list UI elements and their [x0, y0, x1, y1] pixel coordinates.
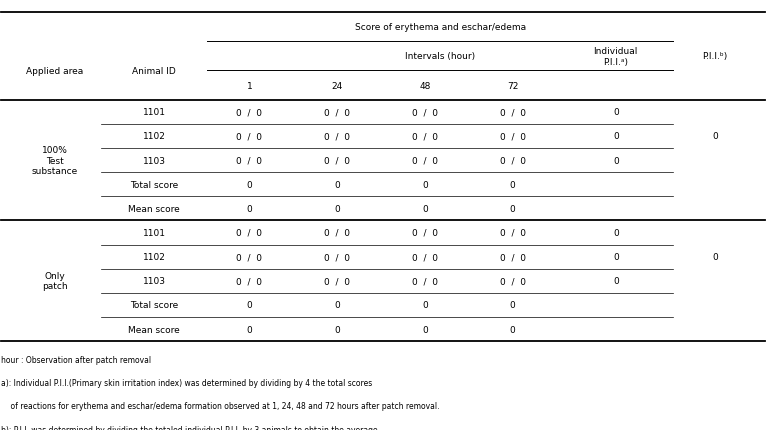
Text: 0  /  0: 0 / 0 — [237, 228, 263, 237]
Text: Applied area: Applied area — [26, 67, 83, 76]
Text: Only
patch: Only patch — [42, 271, 67, 291]
Text: Individual
P.I.I.ᵃ): Individual P.I.I.ᵃ) — [594, 47, 638, 66]
Text: 48: 48 — [419, 81, 430, 90]
Text: 0: 0 — [613, 276, 619, 286]
Text: 0  /  0: 0 / 0 — [237, 156, 263, 165]
Text: 0  /  0: 0 / 0 — [324, 228, 350, 237]
Text: 0  /  0: 0 / 0 — [324, 156, 350, 165]
Text: 0  /  0: 0 / 0 — [324, 132, 350, 141]
Text: b): P.I.I. was determined by dividing the totaled individual P.I.I. by 3 animals: b): P.I.I. was determined by dividing th… — [2, 425, 381, 430]
Text: 0: 0 — [334, 180, 340, 189]
Text: 0: 0 — [422, 301, 428, 310]
Text: 0: 0 — [613, 228, 619, 237]
Text: 1101: 1101 — [142, 108, 165, 117]
Text: Score of erythema and eschar/edema: Score of erythema and eschar/edema — [355, 23, 525, 32]
Text: 0: 0 — [247, 325, 252, 334]
Text: 0  /  0: 0 / 0 — [237, 108, 263, 117]
Text: 0: 0 — [712, 132, 718, 141]
Text: 0: 0 — [247, 301, 252, 310]
Text: hour : Observation after patch removal: hour : Observation after patch removal — [2, 355, 152, 364]
Text: 0  /  0: 0 / 0 — [412, 252, 438, 261]
Text: 0  /  0: 0 / 0 — [499, 228, 525, 237]
Text: Animal ID: Animal ID — [133, 67, 176, 76]
Text: Mean score: Mean score — [128, 325, 180, 334]
Text: 0  /  0: 0 / 0 — [499, 276, 525, 286]
Text: 0: 0 — [422, 325, 428, 334]
Text: 24: 24 — [332, 81, 343, 90]
Text: 1102: 1102 — [142, 132, 165, 141]
Text: 0: 0 — [613, 108, 619, 117]
Text: 1: 1 — [247, 81, 252, 90]
Text: 0  /  0: 0 / 0 — [324, 276, 350, 286]
Text: 0  /  0: 0 / 0 — [412, 132, 438, 141]
Text: of reactions for erythema and eschar/edema formation observed at 1, 24, 48 and 7: of reactions for erythema and eschar/ede… — [2, 402, 440, 411]
Text: 0: 0 — [510, 204, 516, 213]
Text: 0  /  0: 0 / 0 — [412, 276, 438, 286]
Text: 0: 0 — [422, 180, 428, 189]
Text: 0: 0 — [712, 252, 718, 261]
Text: a): Individual P.I.I.(Primary skin irritation index) was determined by dividing : a): Individual P.I.I.(Primary skin irrit… — [2, 378, 372, 387]
Text: Total score: Total score — [130, 180, 178, 189]
Text: 100%
Test
substance: 100% Test substance — [31, 146, 78, 175]
Text: 0: 0 — [510, 301, 516, 310]
Text: Intervals (hour): Intervals (hour) — [405, 52, 476, 61]
Text: P.I.I.ᵇ): P.I.I.ᵇ) — [702, 52, 728, 61]
Text: 0  /  0: 0 / 0 — [237, 132, 263, 141]
Text: 0  /  0: 0 / 0 — [499, 132, 525, 141]
Text: 1101: 1101 — [142, 228, 165, 237]
Text: Total score: Total score — [130, 301, 178, 310]
Text: 0: 0 — [613, 132, 619, 141]
Text: 0  /  0: 0 / 0 — [499, 252, 525, 261]
Text: 0  /  0: 0 / 0 — [499, 156, 525, 165]
Text: 1103: 1103 — [142, 156, 165, 165]
Text: 0  /  0: 0 / 0 — [324, 252, 350, 261]
Text: 0: 0 — [334, 325, 340, 334]
Text: 0: 0 — [247, 204, 252, 213]
Text: 0: 0 — [422, 204, 428, 213]
Text: 0: 0 — [510, 180, 516, 189]
Text: 72: 72 — [507, 81, 519, 90]
Text: 0  /  0: 0 / 0 — [412, 156, 438, 165]
Text: 0: 0 — [613, 252, 619, 261]
Text: Mean score: Mean score — [128, 204, 180, 213]
Text: 0: 0 — [613, 156, 619, 165]
Text: 0: 0 — [334, 301, 340, 310]
Text: 0  /  0: 0 / 0 — [412, 228, 438, 237]
Text: 0  /  0: 0 / 0 — [237, 252, 263, 261]
Text: 0: 0 — [247, 180, 252, 189]
Text: 0: 0 — [334, 204, 340, 213]
Text: 0  /  0: 0 / 0 — [324, 108, 350, 117]
Text: 0  /  0: 0 / 0 — [412, 108, 438, 117]
Text: 1102: 1102 — [142, 252, 165, 261]
Text: 0  /  0: 0 / 0 — [499, 108, 525, 117]
Text: 0: 0 — [510, 325, 516, 334]
Text: 0  /  0: 0 / 0 — [237, 276, 263, 286]
Text: 1103: 1103 — [142, 276, 165, 286]
